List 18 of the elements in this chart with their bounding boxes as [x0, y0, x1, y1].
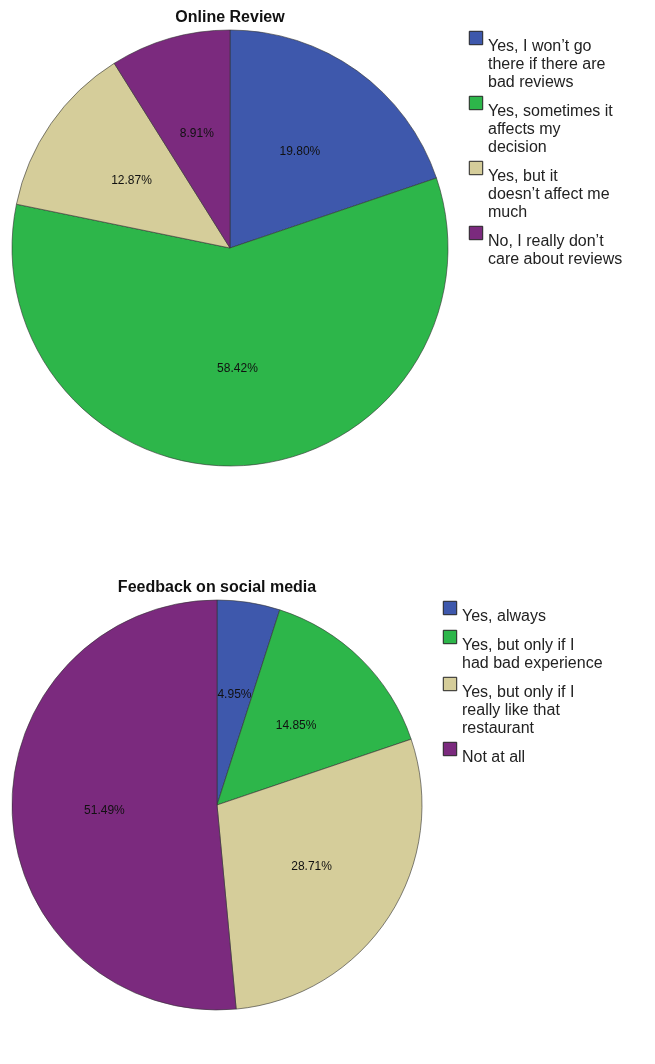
legend-label: Yes, but only if I really like that restaurant — [462, 683, 575, 736]
legend-label: Not at all — [462, 748, 526, 765]
data-label: 28.71% — [291, 859, 333, 874]
data-label: 14.85% — [275, 717, 317, 732]
data-label: 12.87% — [111, 172, 153, 187]
data-label: 58.42% — [217, 360, 259, 375]
legend-label: Yes, sometimes it affects my decision — [488, 102, 614, 155]
legend-label: Yes, always — [462, 607, 546, 624]
data-label: 51.49% — [84, 803, 126, 818]
chart-title: Online Review — [175, 7, 286, 25]
legend-label: Yes, but only if I had bad experience — [462, 636, 603, 671]
legend-label: No, I really don’t care about reviews — [488, 232, 623, 267]
data-label: 8.91% — [179, 125, 215, 140]
data-label: 19.80% — [279, 143, 321, 158]
chart-title: Feedback on social media — [117, 577, 317, 595]
legend-label: Yes, but it doesn’t affect me much — [488, 167, 610, 220]
legend-label: Yes, I won’t go there if there are bad reviews — [488, 37, 606, 90]
data-label: 4.95% — [217, 686, 252, 701]
